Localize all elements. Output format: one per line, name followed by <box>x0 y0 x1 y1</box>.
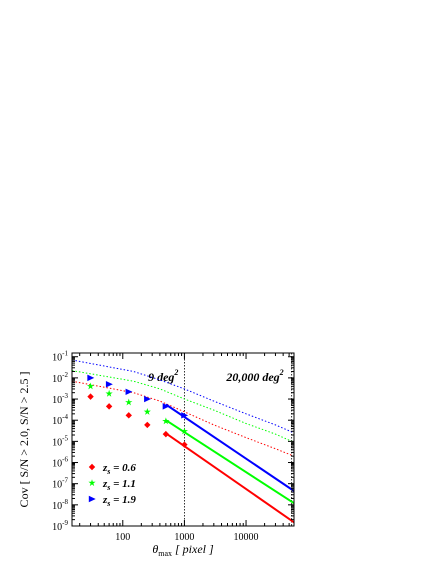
y-tick-label: 10-4 <box>52 413 68 427</box>
data-point <box>162 430 170 438</box>
data-point <box>86 382 95 390</box>
series-1 <box>72 370 294 505</box>
series-dotted-line <box>72 380 294 457</box>
data-point <box>105 403 113 410</box>
series-0 <box>72 380 294 524</box>
data-point <box>88 463 96 471</box>
x-axis-label-symbol: θ <box>152 542 158 556</box>
data-point <box>87 393 94 400</box>
y-tick-label: 10-7 <box>52 477 68 491</box>
x-tick-label: 1000 <box>174 532 194 543</box>
data-point <box>162 417 170 425</box>
y-tick-label: 10-9 <box>52 519 68 533</box>
x-axis-label-text: [ pixel ] <box>172 542 214 556</box>
data-point <box>144 395 152 403</box>
reference-line-label: 9 deg2 <box>148 368 178 384</box>
y-tick-label: 10-5 <box>52 434 68 448</box>
data-point <box>180 427 188 435</box>
x-tick-label: 100 <box>115 532 130 543</box>
x-axis-label: θmax [ pixel ] <box>152 542 214 558</box>
data-point <box>88 495 96 503</box>
legend-entry-label: zs = 0.6 <box>102 462 136 476</box>
y-tick-label: 10-6 <box>52 456 68 470</box>
axis-ticks: 100 1000 10000 10-9 10-8 10-7 10-6 10-5 10-4 10-3… <box>52 350 295 543</box>
data-point <box>125 398 133 406</box>
y-tick-label: 10-3 <box>52 392 68 406</box>
data-point <box>162 403 170 410</box>
x-tick-label: 10000 <box>234 532 259 543</box>
data-point <box>105 389 113 397</box>
data-point <box>181 412 189 419</box>
data-point <box>144 421 151 429</box>
x-axis-label-subscript: max <box>158 549 172 558</box>
series-dotted-line <box>72 359 294 434</box>
data-point <box>143 408 151 415</box>
legend: zs = 0.6 zs = 1.1 zs = 1.9 <box>88 462 136 508</box>
y-axis-label: Cov [ S/N > 2.0, S/N > 2.5 ] <box>17 372 31 508</box>
data-point <box>88 479 96 487</box>
y-tick-label: 10-8 <box>52 498 68 512</box>
series-dotted-line <box>72 370 294 443</box>
data-point <box>125 388 133 395</box>
series-solid-line <box>165 419 294 505</box>
data-point <box>125 412 132 419</box>
y-tick-label: 10-1 <box>52 350 68 364</box>
plot-frame <box>71 352 295 527</box>
series-2 <box>72 359 294 492</box>
legend-entry-label: zs = 1.1 <box>102 478 136 492</box>
data-point <box>87 374 95 382</box>
plot-area: 9 deg2 20,000 deg2 <box>72 353 294 526</box>
legend-entry-label: zs = 1.9 <box>102 494 136 508</box>
series-solid-line <box>165 403 294 492</box>
data-point <box>105 381 113 388</box>
y-tick-label: 10-2 <box>52 371 68 385</box>
data-point <box>181 441 188 448</box>
reference-line-label: 20,000 deg2 <box>225 368 283 384</box>
series-solid-line <box>165 432 294 524</box>
